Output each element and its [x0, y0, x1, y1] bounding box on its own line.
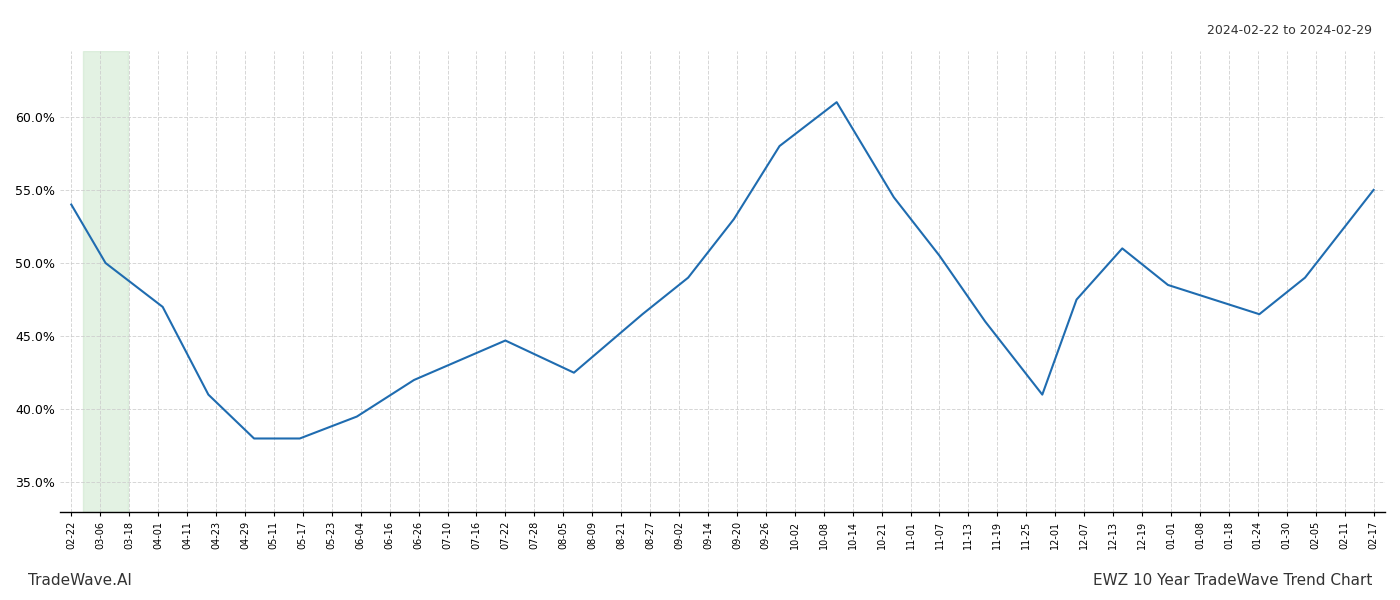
Text: EWZ 10 Year TradeWave Trend Chart: EWZ 10 Year TradeWave Trend Chart [1092, 573, 1372, 588]
Text: TradeWave.AI: TradeWave.AI [28, 573, 132, 588]
Text: 2024-02-22 to 2024-02-29: 2024-02-22 to 2024-02-29 [1207, 24, 1372, 37]
Bar [83, 51, 129, 512]
